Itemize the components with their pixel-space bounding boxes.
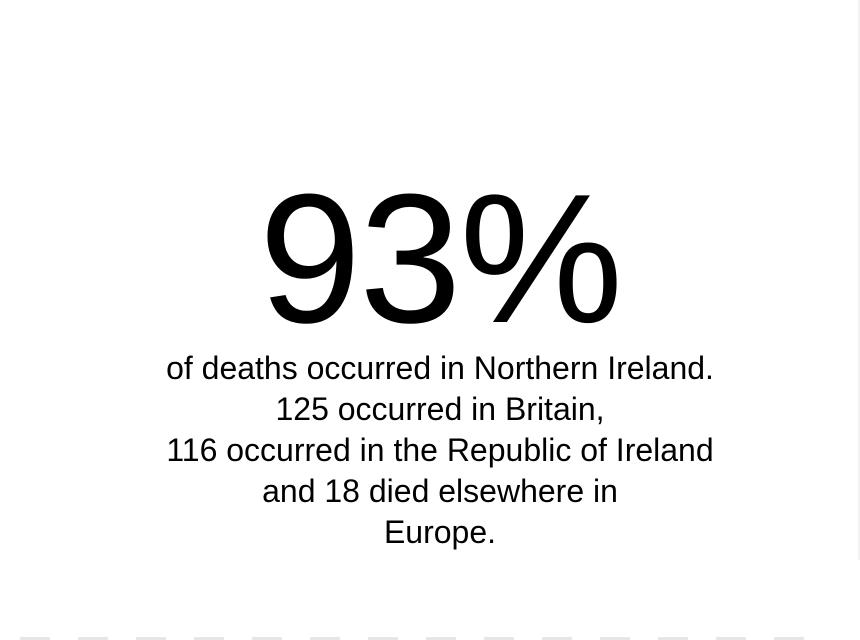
dash — [716, 637, 746, 640]
caption-line-5: Europe. — [383, 514, 497, 550]
dash — [600, 637, 630, 640]
dash — [368, 637, 398, 640]
caption-line-2: 125 occurred in Britain, — [275, 391, 605, 427]
bottom-dash-border — [20, 637, 860, 640]
dash — [194, 637, 224, 640]
dash — [774, 637, 804, 640]
caption-line-3: 116 occurred in the Republic of Ireland — [166, 432, 714, 468]
dash — [426, 637, 456, 640]
dash — [78, 637, 108, 640]
percentage-figure: 93% — [258, 155, 623, 361]
right-edge-strip — [858, 0, 860, 560]
dash — [20, 637, 50, 640]
statistic-block: 93% of deaths occurred in Northern Irela… — [0, 155, 860, 553]
caption-line-4: and 18 died elsewhere in — [262, 473, 618, 509]
caption-line-1: of deaths occurred in Northern Ireland. — [166, 350, 714, 386]
dash — [658, 637, 688, 640]
dash — [542, 637, 572, 640]
statistic-caption: of deaths occurred in Northern Ireland. … — [0, 348, 860, 553]
dash — [484, 637, 514, 640]
dash — [252, 637, 282, 640]
dash — [136, 637, 166, 640]
dash — [310, 637, 340, 640]
